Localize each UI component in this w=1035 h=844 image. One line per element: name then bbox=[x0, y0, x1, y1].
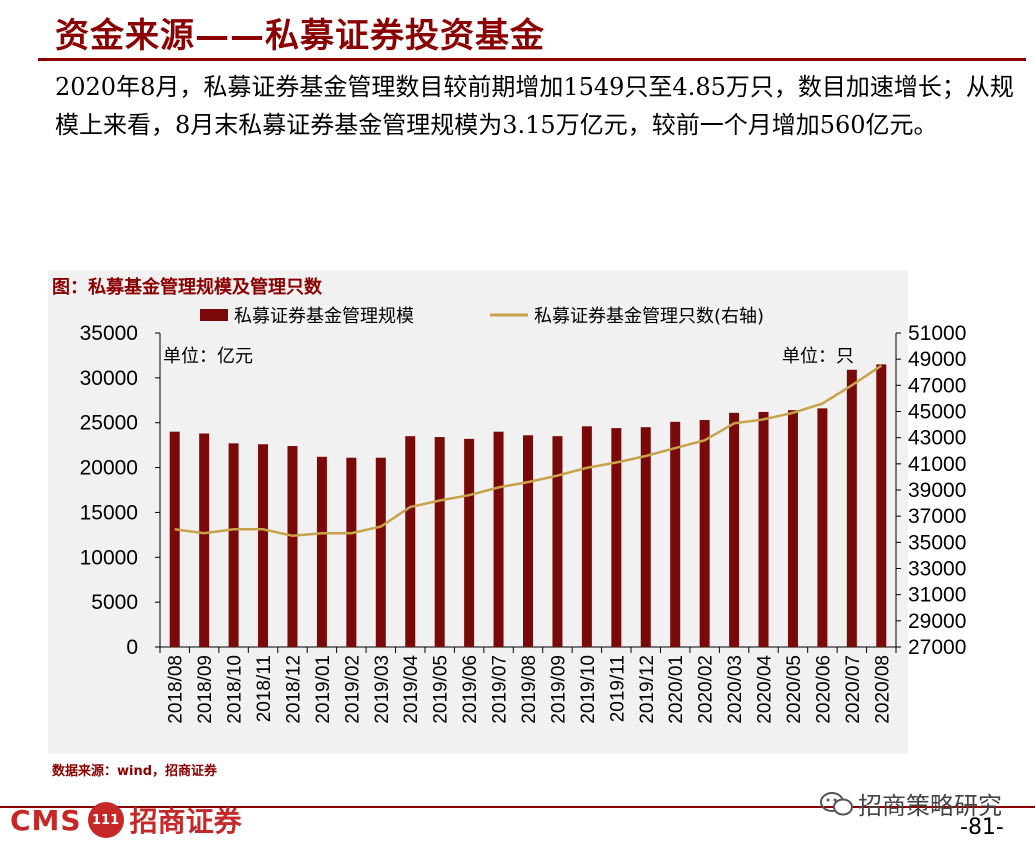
x-tick-label: 2019/09 bbox=[548, 655, 569, 724]
footer-divider bbox=[0, 806, 1035, 808]
right-tick-label: 49000 bbox=[908, 348, 966, 371]
right-tick-label: 33000 bbox=[908, 558, 966, 581]
bar bbox=[287, 446, 298, 647]
bar bbox=[316, 456, 327, 647]
x-tick-label: 2020/01 bbox=[666, 655, 687, 724]
bar bbox=[611, 428, 622, 647]
bar bbox=[258, 444, 269, 647]
bar bbox=[464, 438, 475, 647]
bar bbox=[434, 437, 445, 647]
x-tick-label: 2019/12 bbox=[637, 655, 658, 724]
right-tick-label: 51000 bbox=[908, 322, 966, 345]
watermark-text: 招商策略研究 bbox=[858, 792, 1002, 820]
left-tick-label: 15000 bbox=[80, 501, 138, 524]
bar bbox=[405, 436, 416, 647]
bar bbox=[552, 436, 563, 647]
x-tick-label: 2020/08 bbox=[872, 655, 893, 724]
right-tick-label: 45000 bbox=[908, 401, 966, 424]
x-tick-label: 2019/06 bbox=[460, 655, 481, 724]
right-axis-unit: 单位：只 bbox=[782, 346, 854, 367]
page-title: 资金来源——私募证券投资基金 bbox=[55, 16, 545, 56]
right-tick-label: 37000 bbox=[908, 505, 966, 528]
right-tick-label: 39000 bbox=[908, 479, 966, 502]
bar bbox=[346, 457, 357, 647]
left-tick-label: 20000 bbox=[80, 457, 138, 480]
chart-title: 图：私募基金管理规模及管理只数 bbox=[52, 277, 322, 298]
x-tick-label: 2019/11 bbox=[607, 655, 628, 722]
x-tick-label: 2019/02 bbox=[342, 655, 363, 724]
x-tick-label: 2018/12 bbox=[283, 655, 304, 724]
bar bbox=[523, 435, 533, 647]
x-tick-label: 2020/07 bbox=[843, 655, 864, 724]
chart-legend: 私募证券基金管理规模 私募证券基金管理只数(右轴) bbox=[200, 306, 764, 327]
bar bbox=[375, 457, 386, 647]
legend-bar-label: 私募证券基金管理规模 bbox=[234, 306, 414, 327]
x-tick-label: 2019/07 bbox=[490, 655, 511, 724]
left-tick-label: 25000 bbox=[80, 412, 138, 435]
x-tick-label: 2019/04 bbox=[401, 655, 422, 724]
line-series bbox=[174, 364, 882, 538]
title-divider bbox=[38, 58, 1026, 61]
bar bbox=[640, 427, 651, 647]
x-tick-label: 2020/04 bbox=[755, 655, 776, 724]
right-tick-label: 47000 bbox=[908, 374, 966, 397]
x-tick-label: 2020/02 bbox=[696, 655, 717, 724]
right-tick-label: 31000 bbox=[908, 584, 966, 607]
bar bbox=[169, 431, 180, 647]
x-tick-label: 2020/06 bbox=[813, 655, 834, 724]
data-source: 数据来源：wind，招商证券 bbox=[52, 764, 218, 779]
x-tick-label: 2019/08 bbox=[519, 655, 540, 724]
bar bbox=[228, 443, 239, 647]
legend-line-label: 私募证券基金管理只数(右轴) bbox=[534, 306, 764, 327]
x-tick-label: 2020/03 bbox=[725, 655, 746, 724]
left-tick-label: 5000 bbox=[91, 591, 138, 614]
left-tick-label: 0 bbox=[126, 636, 138, 659]
x-tick-label: 2018/11 bbox=[254, 655, 275, 722]
bar bbox=[817, 408, 828, 647]
logo-cn-text: 招商证券 bbox=[129, 805, 242, 838]
bar bbox=[876, 364, 887, 647]
right-tick-label: 41000 bbox=[908, 453, 966, 476]
left-tick-label: 30000 bbox=[80, 367, 138, 390]
x-tick-label: 2020/05 bbox=[784, 655, 805, 724]
cms-logo: CMS 111 招商证券 bbox=[10, 800, 242, 840]
x-tick-label: 2019/05 bbox=[431, 655, 452, 724]
x-tick-label: 2019/10 bbox=[578, 655, 599, 724]
page-number: -81- bbox=[960, 815, 1004, 840]
legend-bar-swatch bbox=[200, 309, 228, 321]
bar bbox=[729, 412, 740, 647]
bar bbox=[493, 431, 504, 647]
logo-cms-text: CMS bbox=[10, 803, 82, 837]
wechat-icon bbox=[820, 791, 854, 817]
bar bbox=[758, 411, 769, 647]
bar bbox=[699, 420, 710, 647]
wechat-watermark: 招商策略研究 bbox=[820, 786, 1002, 821]
right-tick-label: 35000 bbox=[908, 531, 966, 554]
bar bbox=[199, 433, 210, 647]
x-tick-label: 2018/10 bbox=[225, 655, 246, 724]
bar bbox=[581, 426, 592, 647]
x-tick-label: 2019/01 bbox=[313, 655, 334, 724]
bar bbox=[787, 410, 798, 647]
bar bbox=[670, 421, 681, 647]
right-tick-label: 43000 bbox=[908, 427, 966, 450]
x-tick-label: 2019/03 bbox=[372, 655, 393, 724]
left-tick-label: 10000 bbox=[80, 546, 138, 569]
right-tick-label: 27000 bbox=[908, 636, 966, 659]
x-tick-label: 2018/09 bbox=[195, 655, 216, 724]
right-tick-label: 29000 bbox=[908, 610, 966, 633]
left-tick-label: 35000 bbox=[80, 322, 138, 345]
logo-badge-icon: 111 bbox=[87, 802, 124, 838]
intro-paragraph: 2020年8月，私募证券基金管理数目较前期增加1549只至4.85万只，数目加速… bbox=[55, 73, 1014, 139]
left-axis-unit: 单位：亿元 bbox=[163, 346, 253, 367]
bar bbox=[846, 369, 857, 647]
x-tick-label: 2018/08 bbox=[166, 655, 187, 724]
